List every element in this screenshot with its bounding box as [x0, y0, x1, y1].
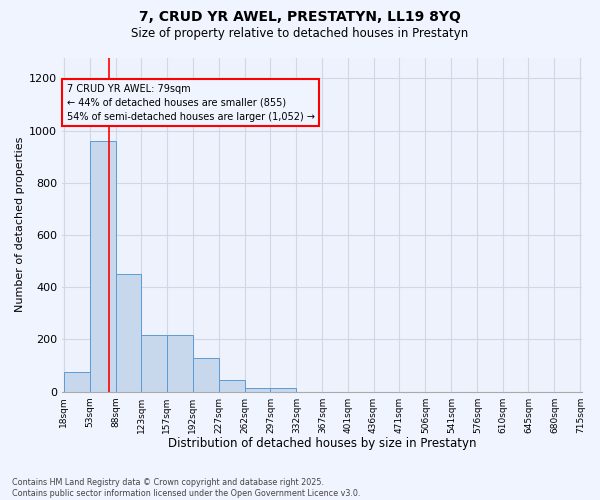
Text: 7, CRUD YR AWEL, PRESTATYN, LL19 8YQ: 7, CRUD YR AWEL, PRESTATYN, LL19 8YQ — [139, 10, 461, 24]
Bar — [167, 336, 193, 392]
X-axis label: Distribution of detached houses by size in Prestatyn: Distribution of detached houses by size … — [168, 437, 476, 450]
Bar — [116, 274, 142, 392]
Text: Size of property relative to detached houses in Prestatyn: Size of property relative to detached ho… — [131, 28, 469, 40]
Bar — [64, 372, 89, 392]
Text: Contains HM Land Registry data © Crown copyright and database right 2025.
Contai: Contains HM Land Registry data © Crown c… — [12, 478, 361, 498]
Text: 7 CRUD YR AWEL: 79sqm
← 44% of detached houses are smaller (855)
54% of semi-det: 7 CRUD YR AWEL: 79sqm ← 44% of detached … — [67, 84, 314, 122]
Bar — [218, 380, 245, 392]
Bar — [142, 336, 167, 392]
Bar — [193, 358, 218, 392]
Bar — [245, 388, 271, 392]
Y-axis label: Number of detached properties: Number of detached properties — [15, 137, 25, 312]
Bar — [271, 388, 296, 392]
Bar — [89, 141, 116, 392]
